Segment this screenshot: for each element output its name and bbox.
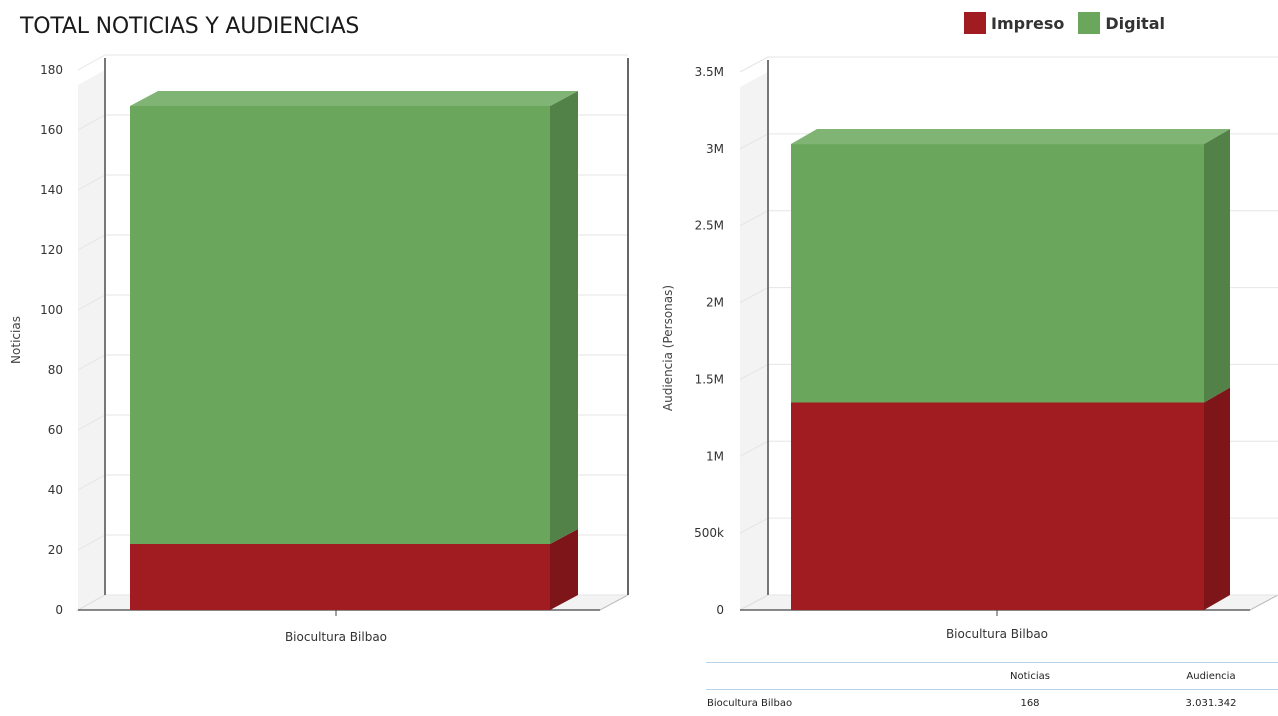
table-cell-noticias: 168 [916,690,1144,716]
y-tick-label: 2M [706,296,724,310]
gridline-side [78,55,105,70]
bar-digital [130,106,550,544]
bar-impreso [130,544,550,610]
y-tick-label: 60 [48,423,63,437]
table-cell-name: Biocultura Bilbao [706,690,916,716]
y-tick-label: 160 [40,123,63,137]
summary-table: Noticias Audiencia Biocultura Bilbao 168… [706,662,1278,716]
gridline-side [740,57,768,72]
side-wall [740,72,768,610]
x-category-label: Biocultura Bilbao [285,630,387,644]
side-wall [78,70,105,610]
table-header-name [706,663,916,690]
y-tick-label: 120 [40,243,63,257]
bar-side-digital [1204,129,1230,402]
y-tick-label: 100 [40,303,63,317]
y-tick-label: 1M [706,449,724,463]
table-header-noticias: Noticias [916,663,1144,690]
bar-top-digital [791,129,1230,144]
y-tick-label: 140 [40,183,63,197]
y-tick-label: 180 [40,63,63,77]
table-header-row: Noticias Audiencia [706,663,1278,690]
y-tick-label: 80 [48,363,63,377]
chart-1: 0 20 40 60 80 100 120 140 160 180 Biocultura Bilba… [9,55,628,644]
table-header-audiencia: Audiencia [1144,663,1278,690]
bar-side-impreso [1204,387,1230,610]
bar-digital [791,144,1204,402]
bar-impreso [791,402,1204,610]
chart-2: 0 500k 1M 1.5M 2M 2.5M 3M 3.5M Biocultura Bilbao… [661,57,1278,641]
bar-side-digital [550,91,578,544]
y-tick-label: 3M [706,142,724,156]
y-tick-label: 0 [55,603,63,617]
bar-top-digital [130,91,578,106]
table-cell-audiencia: 3.031.342 [1144,690,1278,716]
y-axis-title: Noticias [9,316,23,364]
y-tick-label: 3.5M [695,65,724,79]
y-tick-label: 0 [716,603,724,617]
x-category-label: Biocultura Bilbao [946,627,1048,641]
y-tick-label: 500k [694,526,724,540]
y-tick-label: 40 [48,483,63,497]
y-tick-label: 2.5M [695,219,724,233]
y-tick-label: 20 [48,543,63,557]
table-row: Biocultura Bilbao 168 3.031.342 [706,690,1278,716]
y-tick-label: 1.5M [695,372,724,386]
y-axis-title: Audiencia (Personas) [661,285,675,411]
